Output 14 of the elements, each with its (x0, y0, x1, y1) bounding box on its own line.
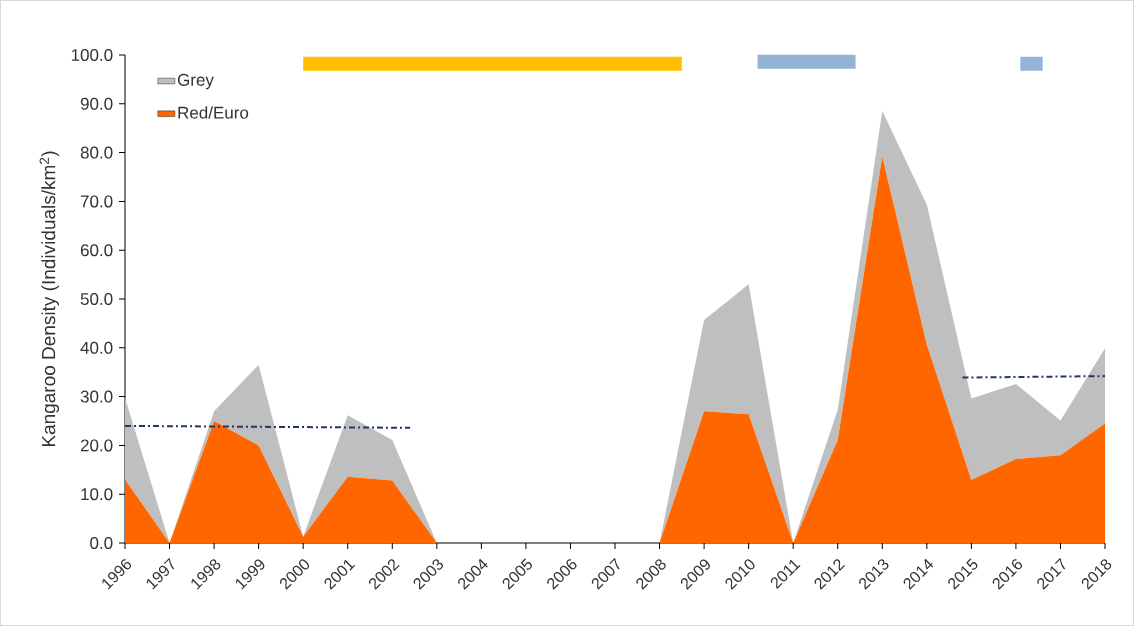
y-tick-label: 40.0 (80, 341, 113, 354)
y-tick-label: 50.0 (80, 292, 113, 306)
y-tick-label: 90.0 (80, 97, 113, 110)
y-tick-label: 10.0 (81, 488, 113, 501)
y-tick-label: 70.0 (80, 195, 113, 208)
legend-label: Red/Euro (178, 106, 249, 119)
y-tick-label: 60.0 (80, 244, 113, 257)
y-tick-label: 80.0 (80, 146, 113, 159)
y-tick-label: 20.0 (80, 439, 113, 452)
y-tick-label: 100.0 (71, 48, 113, 62)
legend-label: Grey (177, 73, 214, 90)
y-tick-label: 0.0 (90, 536, 113, 550)
y-axis-title: Kangaroo Density (Individuals/km$^{2}$) (39, 151, 60, 447)
y-tick-label: 30.0 (80, 390, 113, 403)
